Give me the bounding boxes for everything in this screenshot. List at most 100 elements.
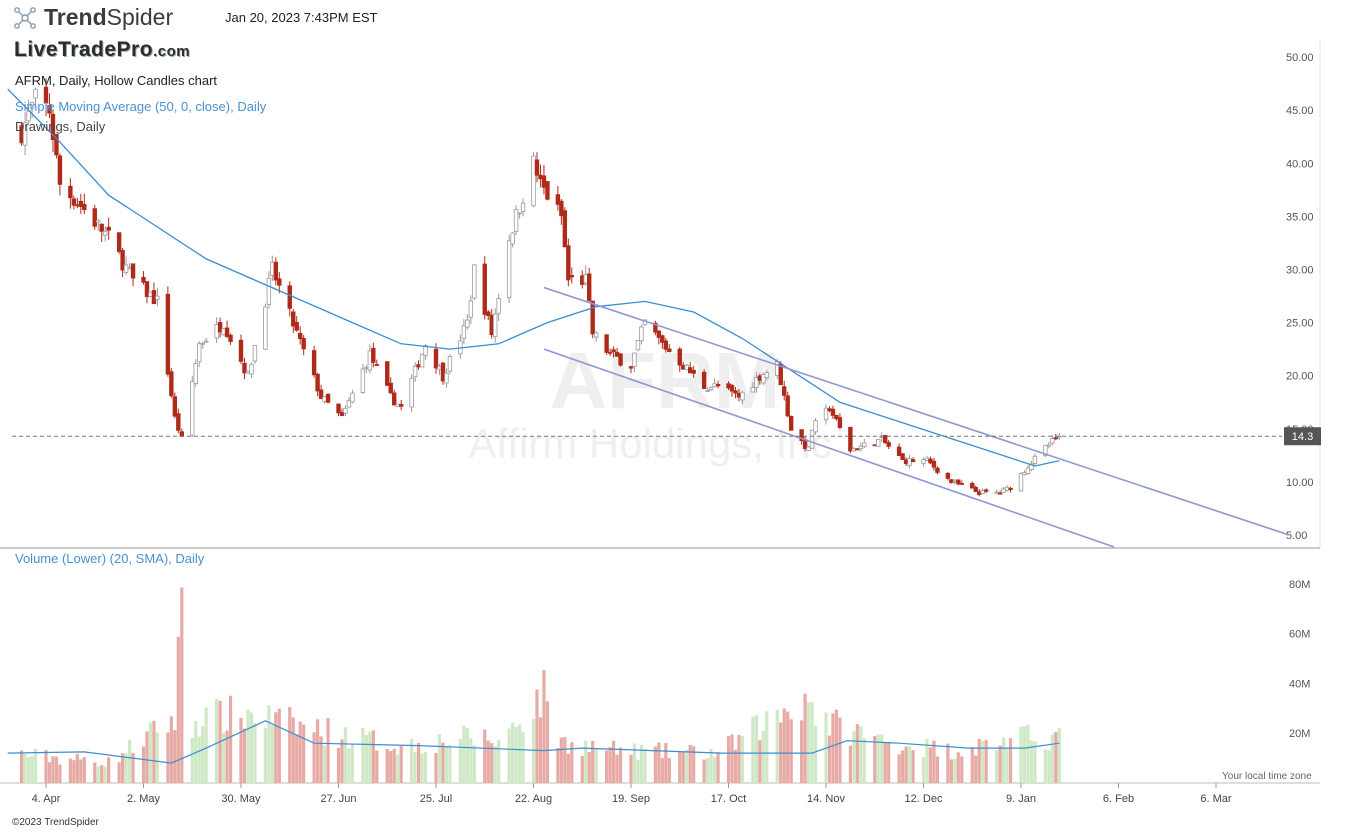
volume-bar: [1026, 724, 1030, 783]
candle-body: [590, 300, 595, 335]
volume-tick-label: 60M: [1289, 629, 1310, 641]
volume-bar: [901, 750, 905, 783]
volume-bar: [44, 750, 48, 783]
volume-axis[interactable]: 20M 40M 60M 80M: [1289, 579, 1310, 740]
volume-bar: [932, 740, 936, 783]
candle-body: [656, 330, 662, 338]
volume-bar: [887, 741, 891, 783]
time-tick-label: 17. Oct: [711, 793, 746, 805]
candle-body: [423, 345, 428, 356]
candle-body: [364, 367, 369, 369]
volume-bar: [667, 758, 671, 783]
volume-bar: [1008, 738, 1013, 783]
candle-body: [385, 361, 390, 386]
candle-body: [266, 277, 272, 306]
candle-body: [68, 185, 73, 199]
legend-sma[interactable]: Simple Moving Average (50, 0, close), Da…: [15, 99, 267, 114]
volume-bar: [542, 669, 546, 783]
watermark-ticker: AFRM: [549, 336, 780, 425]
candle-body: [1001, 488, 1006, 493]
volume-bar: [733, 749, 738, 783]
time-axis[interactable]: 4. Apr 2. May 30. May 27. Jun 25. Jul 22. Aug…: [32, 783, 1232, 805]
volume-bar: [190, 738, 194, 783]
candle-body: [228, 334, 233, 342]
volume-bar: [806, 702, 811, 783]
volume-bar: [681, 751, 685, 783]
volume-bar: [754, 715, 758, 783]
price-axis[interactable]: 5.0010.0015.0020.0025.0030.0035.0040.004…: [1286, 52, 1314, 542]
channel-line-lower[interactable]: [543, 348, 1115, 548]
volume-bar: [556, 747, 560, 783]
volume-bar: [239, 717, 243, 783]
last-price-label: 14.3: [1292, 431, 1313, 443]
volume-bar: [584, 740, 588, 783]
volume-bar: [270, 725, 274, 783]
candle-body: [977, 491, 982, 495]
volume-bar: [608, 747, 612, 783]
candle-body: [541, 175, 547, 188]
volume-bar: [79, 759, 83, 783]
volume-bar: [263, 728, 267, 783]
volume-bar: [775, 710, 779, 783]
candle-body: [179, 431, 185, 437]
legend-drawings[interactable]: Drawings, Daily: [15, 119, 106, 134]
volume-bar: [288, 707, 292, 783]
time-tick-label: 19. Sep: [612, 793, 650, 805]
volume-bar: [977, 738, 981, 783]
candle-body: [144, 281, 150, 297]
volume-bar: [51, 756, 55, 783]
candle-body: [263, 306, 268, 350]
candle-body: [708, 387, 714, 390]
legend-main[interactable]: AFRM, Daily, Hollow Candles chart: [15, 73, 218, 88]
volume-bar: [291, 717, 295, 783]
price-tick-label: 30.00: [1286, 265, 1314, 277]
candle-body: [761, 374, 766, 384]
volume-bar: [1019, 726, 1023, 783]
candle-body: [336, 403, 341, 414]
legend-volume[interactable]: Volume (Lower) (20, SMA), Daily: [15, 551, 205, 566]
volume-bar: [632, 743, 637, 783]
candle-body: [116, 232, 122, 252]
volume-bar: [302, 724, 306, 783]
candle-body: [872, 444, 877, 447]
volume-bar: [615, 754, 619, 783]
candle-body: [489, 314, 494, 336]
candle-body: [562, 210, 568, 248]
candle-body: [155, 295, 160, 300]
candle-body: [632, 352, 637, 367]
volume-bar: [389, 751, 393, 783]
volume-bar: [1033, 741, 1037, 783]
watermark-company: Affirm Holdings, Inc: [468, 420, 831, 467]
candle-body: [952, 480, 958, 483]
volume-bar: [93, 762, 97, 783]
volume-bar: [712, 756, 717, 783]
volume-bar: [497, 739, 501, 783]
candle-body: [663, 340, 669, 350]
candle-body: [970, 483, 975, 489]
volume-bar: [827, 735, 832, 783]
candle-body: [757, 375, 763, 381]
candle-body: [82, 204, 87, 211]
volume-bar: [472, 745, 476, 783]
candle-body: [398, 403, 404, 407]
volume-bar: [399, 745, 403, 783]
volume-bar: [907, 746, 912, 783]
candle-body: [1046, 444, 1052, 447]
volume-bar: [657, 742, 661, 783]
channel-line-upper[interactable]: [543, 286, 1290, 536]
volume-bar: [514, 727, 518, 783]
volume-bar: [180, 587, 184, 783]
candle-body: [197, 343, 202, 363]
candle-body: [99, 223, 104, 232]
volume-bar: [559, 737, 563, 783]
volume-bar: [935, 756, 940, 783]
trend-channel[interactable]: [543, 286, 1290, 548]
volume-bar: [611, 740, 616, 783]
volume-bar: [580, 756, 584, 783]
volume-bar: [1029, 740, 1034, 783]
volume-bar: [1043, 749, 1047, 783]
candle-body: [593, 332, 599, 338]
volume-bar: [326, 717, 330, 783]
volume-bar: [995, 749, 999, 783]
